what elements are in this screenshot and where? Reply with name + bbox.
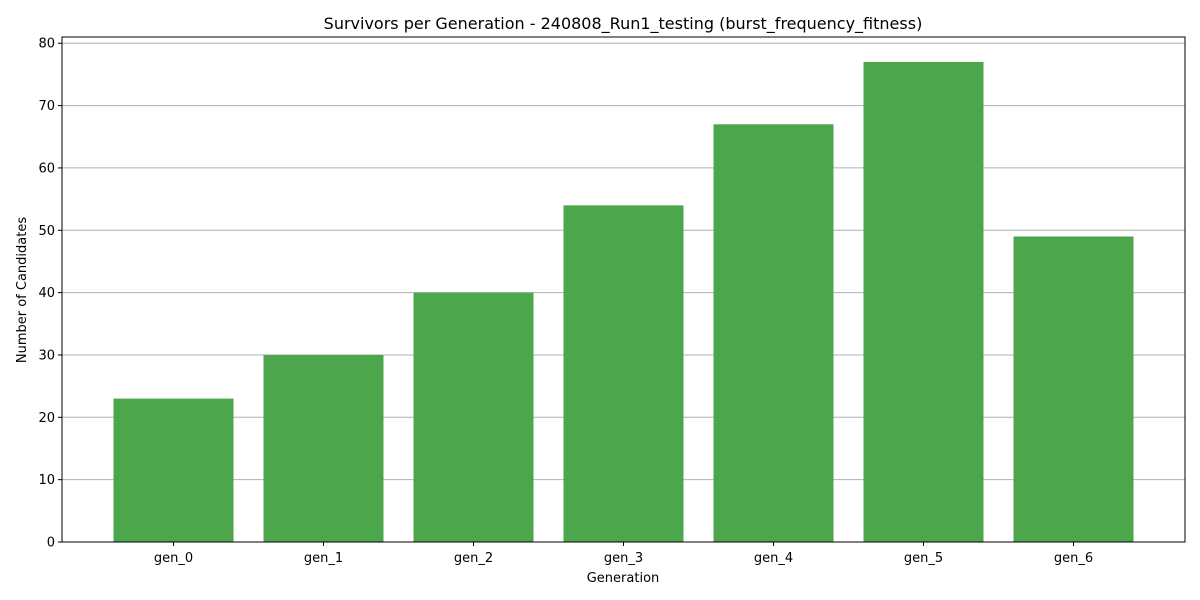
bar-gen_4 bbox=[713, 124, 834, 543]
x-tick-label: gen_5 bbox=[904, 551, 943, 566]
y-axis-ticks: 0 10 20 30 40 50 60 70 80 bbox=[38, 37, 62, 551]
bar-gen_0 bbox=[113, 398, 234, 542]
x-tick-label: gen_6 bbox=[1054, 551, 1093, 566]
x-tick-label: gen_2 bbox=[454, 551, 493, 566]
bars bbox=[113, 61, 1134, 543]
x-tick-label: gen_1 bbox=[304, 551, 343, 566]
y-tick-label: 60 bbox=[38, 161, 55, 176]
bar-gen_5 bbox=[863, 61, 984, 543]
x-tick-label: gen_4 bbox=[754, 551, 793, 566]
y-tick-label: 50 bbox=[38, 224, 55, 239]
y-tick-label: 0 bbox=[47, 536, 55, 551]
y-tick-label: 20 bbox=[38, 411, 55, 426]
y-tick-label: 80 bbox=[38, 37, 55, 52]
x-axis-ticks: gen_0 gen_1 gen_2 gen_3 gen_4 gen_5 gen_6 bbox=[154, 542, 1093, 566]
y-tick-label: 10 bbox=[38, 473, 55, 488]
bar-gen_6 bbox=[1013, 236, 1134, 543]
y-tick-label: 70 bbox=[38, 99, 55, 114]
x-tick-label: gen_3 bbox=[604, 551, 643, 566]
y-tick-label: 30 bbox=[38, 348, 55, 363]
x-axis-label: Generation bbox=[587, 571, 660, 586]
bar-gen_1 bbox=[263, 354, 384, 542]
chart-title: Survivors per Generation - 240808_Run1_t… bbox=[324, 14, 923, 34]
x-tick-label: gen_0 bbox=[154, 551, 193, 566]
bar-gen_2 bbox=[413, 292, 534, 542]
y-tick-label: 40 bbox=[38, 286, 55, 301]
bar-gen_3 bbox=[563, 205, 684, 543]
y-axis-label: Number of Candidates bbox=[15, 217, 30, 363]
